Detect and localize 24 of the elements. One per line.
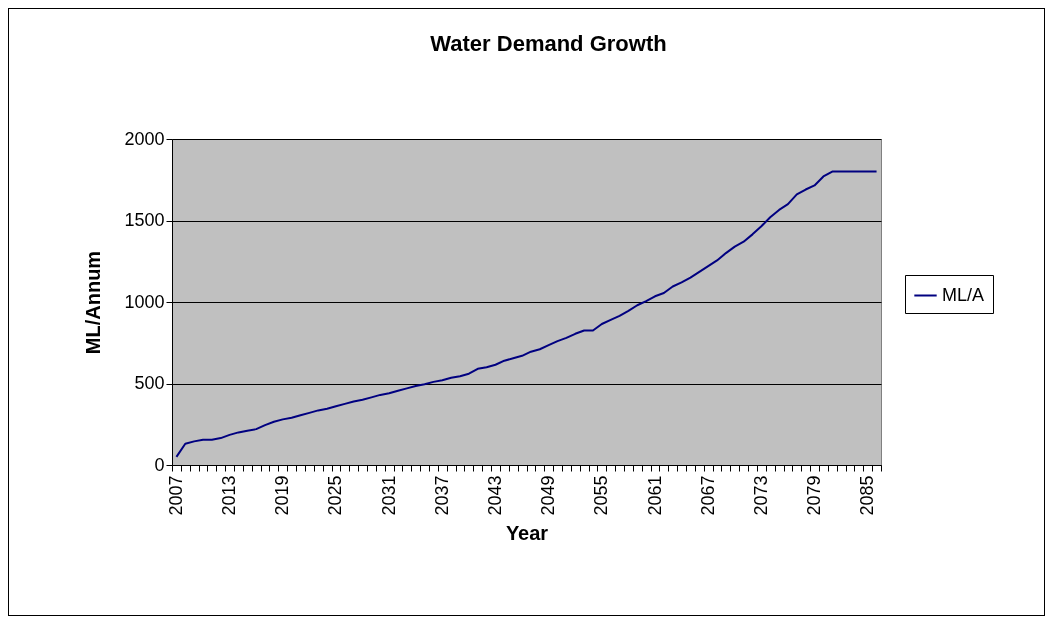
y-tick-label: 500	[134, 373, 165, 393]
x-tick-label: 2061	[644, 475, 665, 516]
x-tick-label: 2049	[538, 475, 559, 516]
y-tick-label: 1000	[124, 291, 165, 312]
y-axis-title: ML/Annum	[82, 250, 105, 355]
x-tick-label: 2085	[857, 475, 878, 516]
x-tick-label: 2025	[325, 475, 346, 516]
legend-label: ML/A	[942, 284, 985, 305]
y-tick-label: 1500	[124, 210, 165, 230]
x-axis-title: Year	[505, 521, 549, 544]
x-tick-label: 2079	[804, 475, 825, 516]
x-tick-label: 2043	[484, 475, 505, 516]
chart-title: Water Demand Growth	[430, 31, 667, 56]
x-tick-label: 2055	[591, 475, 612, 516]
x-tick-label: 2067	[697, 475, 718, 516]
line-series	[175, 170, 878, 458]
y-tick-label: 2000	[124, 128, 165, 149]
x-tick-label: 2031	[378, 475, 399, 516]
x-tick-label: 2073	[750, 475, 771, 516]
x-tick-label: 2013	[219, 475, 240, 516]
x-tick-label: 2037	[431, 475, 452, 516]
y-tick-label: 0	[154, 454, 165, 475]
x-tick-label: 2007	[165, 475, 186, 516]
x-tick-label: 2019	[272, 475, 293, 516]
